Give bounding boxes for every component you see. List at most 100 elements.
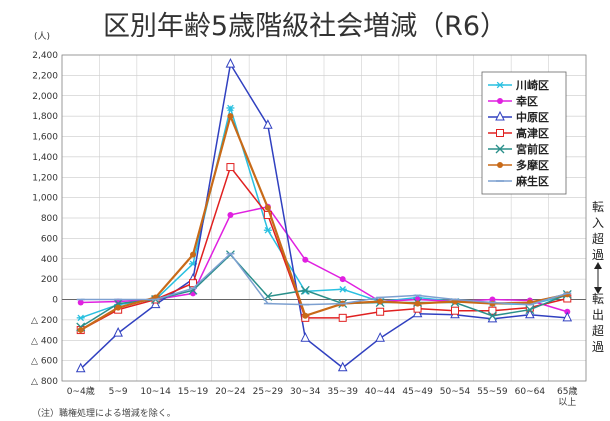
data-point <box>525 305 535 315</box>
y-tick-label: 1,400 <box>32 153 58 163</box>
x-tick-label: 15~19 <box>178 387 209 397</box>
data-point <box>263 226 272 234</box>
legend-label: 高津区 <box>516 126 549 140</box>
data-point <box>225 58 236 68</box>
svg-text:入: 入 <box>592 216 604 230</box>
legend-label: 幸区 <box>516 94 538 108</box>
y-tick-label: 600 <box>41 234 58 244</box>
legend-item: 中原区 <box>488 110 549 124</box>
data-point <box>150 298 161 309</box>
data-point <box>115 304 122 311</box>
data-point <box>302 312 309 319</box>
data-point <box>376 307 385 316</box>
x-tick-label: 50~54 <box>440 387 471 397</box>
data-point <box>300 332 311 342</box>
legend-item: 麻生区 <box>488 174 549 188</box>
data-point <box>377 298 384 305</box>
data-point <box>338 313 347 322</box>
x-tick-label: 20~24 <box>215 387 246 397</box>
x-tick-label-suffix: 以上 <box>558 397 576 408</box>
chart-title: 区別年齢5歳階級社会増減（R6） <box>102 11 508 42</box>
data-point <box>487 311 497 321</box>
data-point <box>226 104 235 112</box>
y-tick-label: 1,200 <box>32 173 58 183</box>
y-ticks: △ 800 △ 600 △ 400 △ 200 0 200 400 600 800 1,000 1,… <box>31 51 58 387</box>
y-tick-label: 2,200 <box>32 71 58 81</box>
data-point <box>562 311 573 322</box>
svg-text:出: 出 <box>592 308 604 322</box>
data-point <box>302 256 309 263</box>
y-unit-label: (人) <box>34 31 50 42</box>
y-tick-label: △ 400 <box>31 336 58 346</box>
data-point <box>227 211 234 218</box>
series-6 <box>76 252 572 306</box>
svg-text:転: 転 <box>592 292 604 306</box>
data-point <box>263 119 273 129</box>
data-point <box>75 362 86 373</box>
series-line <box>80 62 568 370</box>
data-point <box>339 276 346 283</box>
legend-label: 中原区 <box>516 110 549 124</box>
data-point <box>412 307 423 318</box>
legend-label: 宮前区 <box>516 142 549 156</box>
x-tick-label: 35~39 <box>327 387 358 397</box>
y-tick-label: 2,400 <box>32 51 58 61</box>
legend-item: 宮前区 <box>488 142 549 156</box>
series-2 <box>75 58 573 373</box>
svg-text:転: 転 <box>592 200 604 214</box>
data-point <box>189 279 197 288</box>
svg-text:過: 過 <box>592 340 604 354</box>
svg-text:過: 過 <box>592 248 604 262</box>
legend-item: 多摩区 <box>488 158 549 172</box>
x-tick-label: 60~64 <box>515 387 546 397</box>
x-tick-label: 25~29 <box>253 387 284 397</box>
data-point <box>77 299 84 306</box>
x-tick-label: 55~59 <box>477 387 508 397</box>
legend-label: 麻生区 <box>515 174 549 188</box>
svg-text:超: 超 <box>592 231 604 246</box>
x-tick-label: 10~14 <box>140 387 171 397</box>
y-tick-label: 1,000 <box>32 194 58 204</box>
x-tick-label: 40~44 <box>365 387 396 397</box>
data-point <box>113 327 123 337</box>
y-tick-label: 2,000 <box>32 92 58 102</box>
x-tick-label: 65歳 <box>557 385 577 397</box>
data-point <box>77 327 84 334</box>
legend-item: 高津区 <box>488 126 549 140</box>
data-point <box>338 286 347 293</box>
data-point <box>300 285 310 295</box>
x-tick-label: 5~9 <box>109 387 128 397</box>
data-point <box>414 300 421 307</box>
data-point <box>488 306 497 315</box>
y-tick-label: 400 <box>41 255 58 265</box>
data-point <box>525 308 535 319</box>
data-point <box>375 332 385 342</box>
legend-label: 多摩区 <box>516 158 549 172</box>
series-line <box>80 112 568 332</box>
y-tick-label: △ 600 <box>31 357 58 367</box>
series-line <box>80 252 568 306</box>
x-tick-label: 0~4歳 <box>67 385 95 397</box>
y-tick-label: 1,600 <box>32 133 58 143</box>
series-line <box>80 165 568 331</box>
y-tick-label: 1,800 <box>32 112 58 122</box>
data-point <box>264 204 271 211</box>
legend-label: 川崎区 <box>515 78 549 92</box>
data-point <box>337 361 348 372</box>
plot-frame <box>61 54 587 382</box>
y-tick-label: △ 200 <box>31 316 58 326</box>
data-point <box>451 306 459 315</box>
y-tick-label: 0 <box>52 296 58 306</box>
x-ticks: 0~4歳 5~9 10~14 15~19 20~24 25~29 30~34 35~39 40~… <box>67 385 578 408</box>
y-tick-label: △ 800 <box>31 377 58 387</box>
y-tick-label: 200 <box>41 275 58 285</box>
legend-item: 川崎区 <box>488 78 549 92</box>
y-tick-label: 800 <box>41 214 58 224</box>
x-tick-label: 45~49 <box>402 387 433 397</box>
data-point <box>76 314 85 322</box>
